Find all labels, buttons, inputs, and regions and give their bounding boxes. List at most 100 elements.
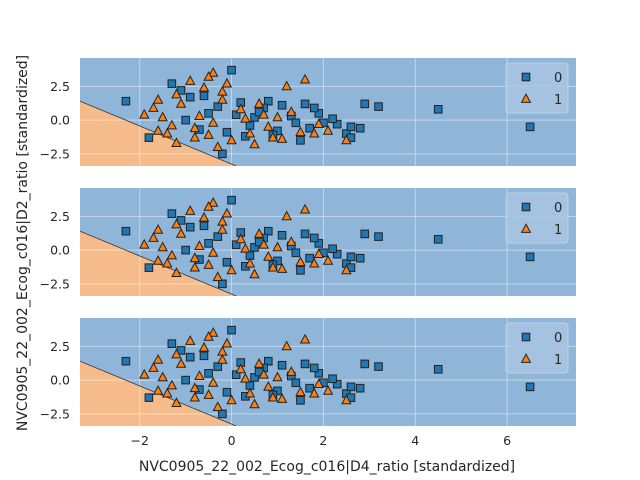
point-class-1 xyxy=(286,366,297,376)
point-class-0 xyxy=(346,382,356,392)
point-class-1 xyxy=(217,353,228,364)
point-class-0 xyxy=(250,373,259,382)
point-class-0 xyxy=(144,133,154,142)
point-class-0 xyxy=(277,230,287,240)
point-class-1 xyxy=(171,88,182,99)
point-class-0 xyxy=(433,365,443,374)
point-class-1 xyxy=(198,341,210,352)
point-class-1 xyxy=(299,333,311,344)
point-class-0 xyxy=(332,379,342,389)
point-class-0 xyxy=(525,382,535,392)
point-class-1 xyxy=(152,255,164,265)
point-class-0 xyxy=(296,396,305,405)
point-class-1 xyxy=(235,103,246,114)
point-class-0 xyxy=(213,232,223,241)
point-class-1 xyxy=(286,106,297,116)
point-class-0 xyxy=(204,109,213,118)
x-tick-label: 4 xyxy=(411,433,419,448)
point-class-0 xyxy=(121,96,131,106)
point-class-1 xyxy=(221,77,233,88)
point-class-1 xyxy=(272,371,283,382)
point-class-0 xyxy=(328,244,337,254)
legend-marker-square xyxy=(521,72,531,82)
point-class-1 xyxy=(263,120,274,131)
panel-1: 2.50.0−2.501 xyxy=(40,58,576,166)
point-class-1 xyxy=(152,353,164,364)
point-class-1 xyxy=(299,203,311,214)
point-class-0 xyxy=(185,92,195,102)
point-class-1 xyxy=(203,389,214,399)
point-class-1 xyxy=(194,240,205,250)
point-class-0 xyxy=(360,229,370,239)
point-class-1 xyxy=(267,391,279,402)
point-class-0 xyxy=(332,119,342,129)
point-class-0 xyxy=(314,239,324,248)
y-tick-label: −2.5 xyxy=(40,146,70,161)
point-class-0 xyxy=(291,118,301,128)
point-class-1 xyxy=(322,125,334,135)
point-class-0 xyxy=(263,226,273,236)
point-class-1 xyxy=(267,131,279,142)
point-class-1 xyxy=(189,122,201,133)
x-tick-label: 6 xyxy=(503,433,511,448)
point-class-1 xyxy=(249,268,260,279)
point-class-0 xyxy=(199,221,209,231)
point-class-0 xyxy=(305,123,314,133)
point-class-1 xyxy=(253,358,265,368)
point-class-1 xyxy=(194,370,205,380)
point-class-0 xyxy=(121,226,131,236)
legend-label: 0 xyxy=(554,331,562,346)
point-class-0 xyxy=(360,359,370,369)
plot-area xyxy=(80,318,576,426)
point-class-1 xyxy=(207,116,219,127)
point-class-1 xyxy=(235,233,246,244)
point-class-1 xyxy=(198,81,210,92)
point-class-0 xyxy=(300,229,310,239)
point-class-1 xyxy=(171,348,182,359)
point-class-1 xyxy=(212,141,224,151)
point-class-1 xyxy=(217,93,228,104)
point-class-1 xyxy=(198,211,210,222)
point-class-1 xyxy=(217,345,228,356)
point-class-0 xyxy=(314,109,324,118)
point-class-1 xyxy=(152,93,164,104)
point-class-1 xyxy=(272,111,283,122)
point-class-1 xyxy=(244,127,256,138)
point-class-0 xyxy=(433,235,443,244)
point-class-1 xyxy=(171,267,182,277)
x-tick-label: 2 xyxy=(319,433,327,448)
y-tick-label: 2.5 xyxy=(50,209,70,224)
point-class-0 xyxy=(291,248,301,258)
point-class-0 xyxy=(263,96,273,106)
point-class-1 xyxy=(281,80,292,91)
legend-marker-square xyxy=(521,332,531,342)
point-class-1 xyxy=(175,228,187,238)
point-class-1 xyxy=(240,112,251,123)
point-class-1 xyxy=(166,119,178,130)
point-class-0 xyxy=(277,360,287,370)
legend-label: 1 xyxy=(554,223,562,238)
point-class-0 xyxy=(231,370,241,379)
point-class-1 xyxy=(308,387,320,398)
point-class-1 xyxy=(240,242,251,253)
legend-box xyxy=(505,322,569,374)
point-class-0 xyxy=(309,103,319,113)
legend: 01 xyxy=(505,62,569,114)
point-class-1 xyxy=(152,223,164,234)
point-class-1 xyxy=(207,66,219,77)
point-class-0 xyxy=(218,279,227,289)
point-class-0 xyxy=(167,209,177,218)
y-tick-label: 0.0 xyxy=(50,243,70,258)
point-class-1 xyxy=(203,331,214,341)
y-tick-label: 2.5 xyxy=(50,339,70,354)
point-class-1 xyxy=(217,223,228,234)
legend-label: 0 xyxy=(554,71,562,86)
point-class-0 xyxy=(199,91,209,101)
point-class-1 xyxy=(194,110,205,120)
point-class-0 xyxy=(167,79,177,88)
point-class-1 xyxy=(313,248,325,259)
point-class-0 xyxy=(314,369,324,378)
point-class-1 xyxy=(308,257,320,268)
point-class-1 xyxy=(281,340,292,351)
